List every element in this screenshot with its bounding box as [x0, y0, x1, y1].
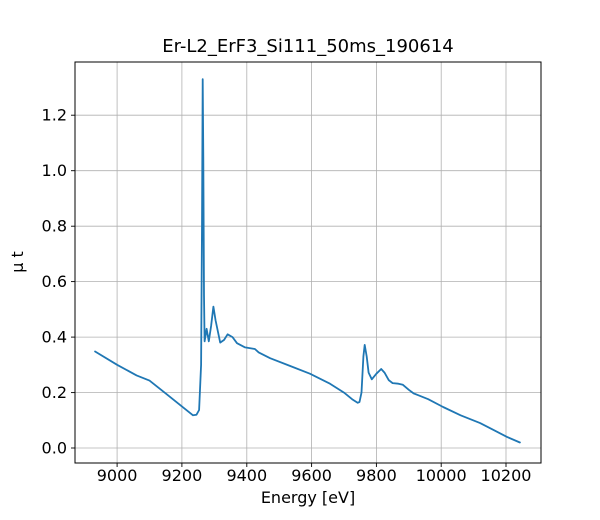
y-axis-label: μ t — [8, 251, 27, 273]
tick-labels: 9000 9200 9400 9600 9800 10000 10200 0.0 0.2 0.4 0… — [42, 106, 532, 485]
y-tick-label: 0.2 — [42, 383, 67, 402]
x-tick-label: 10000 — [416, 466, 467, 485]
x-tick-label: 9000 — [97, 466, 138, 485]
spectrum-line — [94, 78, 521, 444]
y-tick-label: 1.2 — [42, 106, 67, 125]
x-tick-label: 10200 — [481, 466, 532, 485]
chart-title: Er-L2_ErF3_Si111_50ms_190614 — [162, 36, 454, 57]
gridlines — [75, 62, 541, 463]
x-axis-label: Energy [eV] — [261, 488, 355, 507]
axis-ticks — [71, 114, 507, 467]
x-tick-label: 9400 — [226, 466, 267, 485]
x-tick-label: 9600 — [291, 466, 332, 485]
y-tick-label: 0.4 — [42, 328, 67, 347]
plot-border — [74, 61, 542, 464]
y-tick-label: 0.8 — [42, 217, 67, 236]
y-tick-label: 0.6 — [42, 272, 67, 291]
y-tick-label: 0.0 — [42, 439, 67, 458]
y-tick-label: 1.0 — [42, 161, 67, 180]
x-tick-label: 9800 — [356, 466, 397, 485]
x-tick-label: 9200 — [162, 466, 203, 485]
